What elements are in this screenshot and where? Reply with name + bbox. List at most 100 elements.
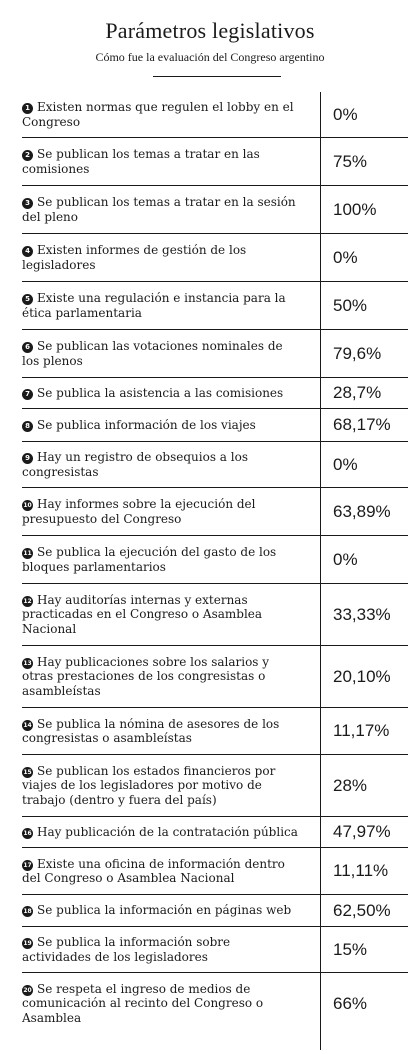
table-row: 10 Hay informes sobre la ejecución del pr… [22,488,408,536]
table-row: 20 Se respeta el ingreso de medios de com… [22,973,408,1034]
parameter-text: Hay auditorías internas y externas pract… [22,592,263,636]
parameter-label: 17 Existe una oficina de información dent… [22,854,310,889]
item-number-badge: 4 [22,246,33,257]
parameter-text: Se publica la información sobre activida… [22,935,231,964]
parameter-value: 47,97% [333,822,391,841]
parameter-value: 62,50% [333,900,391,920]
item-number-badge: 19 [22,938,33,949]
parameter-value: 11,17% [333,721,390,740]
item-number-badge: 11 [22,548,33,559]
parameter-value: 0% [333,104,358,124]
table-row: 2 Se publican los temas a tratar en las c… [22,138,408,186]
parameter-text: Se publican los estados financieros por … [22,763,276,807]
table-row: 18 Se publica la información en páginas w… [22,895,408,927]
item-number-badge: 13 [22,657,33,669]
item-number-badge: 7 [22,388,33,400]
parameter-value: 15% [333,939,368,959]
item-number-badge: 16 [22,827,33,839]
page-title: Parámetros legislativos [105,18,315,43]
parameter-value: 66% [333,993,368,1013]
parameter-value: 11,11% [333,861,389,880]
parameter-label: 5 Existe una regulación e instancia para … [22,288,310,323]
parameter-value: 75% [333,151,368,171]
parameter-text: Existen informes de gestión de los legis… [22,243,247,272]
parameter-label: 13 Hay publicaciones sobre los salarios y… [22,652,310,702]
parameter-text: Hay publicación de la contratación públi… [37,824,298,839]
parameter-value: 33,33% [333,604,391,624]
parameter-text: Se publica la nómina de asesores de los … [22,716,280,746]
parameter-text: Se publican las votaciones nominales de … [22,339,283,368]
parameter-label: 10 Hay informes sobre la ejecución del pr… [22,494,310,529]
table-row: 9 Hay un registro de obsequios a los cong… [22,442,408,488]
parameter-label: 8 Se publica información de los viajes [22,415,310,436]
item-number-badge: 18 [22,906,33,918]
parameter-text: Se publica la ejecución del gasto de los… [22,545,277,574]
parameter-text: Existe una oficina de información dentro… [22,856,285,886]
parameter-value: 28,7% [333,383,382,402]
parameter-text: Hay informes sobre la ejecución del pres… [22,497,256,526]
parameter-label: 3 Se publican los temas a tratar en la se… [22,192,310,227]
parameter-value: 28% [333,775,368,795]
table-row: 3 Se publican los temas a tratar en la se… [22,186,408,234]
parameter-value: 79,6% [333,343,382,363]
parameter-value: 100% [333,199,377,219]
item-number-badge: 10 [22,500,33,511]
table-row: 16 Hay publicación de la contratación púb… [22,817,408,848]
parameter-label: 11 Se publica la ejecución del gasto de l… [22,542,310,577]
column-divider [320,92,321,1050]
parameter-text: Se publica información de los viajes [37,417,256,432]
item-number-badge: 17 [22,859,33,871]
table-row: 14 Se publica la nómina de asesores de lo… [22,708,408,755]
parameter-text: Se publican los temas a tratar en las co… [22,147,260,176]
table-row: 12 Hay auditorías internas y externas pra… [22,584,408,646]
parameter-label: 9 Hay un registro de obsequios a los cong… [22,447,310,482]
parameter-label: 14 Se publica la nómina de asesores de lo… [22,714,310,749]
parameter-value: 20,10% [333,666,391,686]
item-number-badge: 6 [22,342,33,353]
parameter-value: 0% [333,454,358,474]
parameter-text: Se publica la asistencia a las comisione… [37,385,284,400]
parameter-label: 20 Se respeta el ingreso de medios de com… [22,979,310,1029]
parameter-text: Existe una regulación e instancia para l… [22,291,286,320]
item-number-badge: 1 [22,103,33,114]
parameter-label: 6 Se publican las votaciones nominales de… [22,336,310,371]
parameter-value: 68,17% [333,415,391,434]
table-row: 11 Se publica la ejecución del gasto de l… [22,536,408,584]
title-divider [153,76,281,77]
parameter-value: 0% [333,247,358,267]
parameter-text: Hay publicaciones sobre los salarios y o… [22,654,270,698]
parameter-text: Hay un registro de obsequios a los congr… [22,450,248,479]
parameter-value: 50% [333,295,368,315]
table-row: 15 Se publican los estados financieros po… [22,755,408,817]
parameter-text: Se publica la información en páginas web [37,903,292,918]
parameter-label: 7 Se publica la asistencia a las comision… [22,383,310,404]
item-number-badge: 14 [22,719,33,731]
item-number-badge: 3 [22,198,33,209]
table-row: 17 Existe una oficina de información dent… [22,848,408,895]
parameter-value: 0% [333,549,358,569]
parameter-text: Existen normas que regulen el lobby en e… [22,100,294,129]
table-row: 13 Hay publicaciones sobre los salarios y… [22,646,408,708]
item-number-badge: 20 [22,984,33,996]
table-row: 4 Existen informes de gestión de los legi… [22,234,408,282]
parameter-label: 4 Existen informes de gestión de los legi… [22,240,310,275]
table-row: 8 Se publica información de los viajes 68,… [22,409,408,442]
table-row: 1 Existen normas que regulen el lobby en … [22,92,408,138]
item-number-badge: 2 [22,150,33,161]
table-row: 6 Se publican las votaciones nominales de… [22,330,408,378]
parameter-text: Se respeta el ingreso de medios de comun… [22,981,264,1025]
parameter-label: 2 Se publican los temas a tratar en las c… [22,144,310,179]
item-number-badge: 5 [22,294,33,305]
item-number-badge: 12 [22,595,33,607]
item-number-badge: 15 [22,766,33,778]
parameter-label: 12 Hay auditorías internas y externas pra… [22,590,310,640]
parameter-text: Se publican los temas a tratar en la ses… [22,195,296,224]
parameter-label: 1 Existen normas que regulen el lobby en … [22,97,310,132]
parameter-label: 15 Se publican los estados financieros po… [22,761,310,811]
page-subtitle: Cómo fue la evaluación del Congreso arge… [95,50,325,64]
parameter-label: 16 Hay publicación de la contratación púb… [22,822,310,843]
parameter-label: 19 Se publica la información sobre activi… [22,932,310,967]
parameter-label: 18 Se publica la información en páginas w… [22,900,310,921]
parameter-value: 63,89% [333,501,391,521]
